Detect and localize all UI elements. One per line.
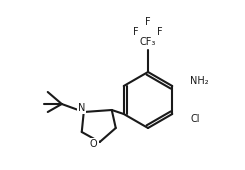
Text: O: O xyxy=(90,139,98,149)
Text: N: N xyxy=(78,103,86,113)
Text: Cl: Cl xyxy=(190,114,200,124)
Text: F: F xyxy=(157,27,163,37)
Text: F: F xyxy=(145,17,151,27)
Text: NH₂: NH₂ xyxy=(190,76,209,86)
Text: CF₃: CF₃ xyxy=(140,37,156,47)
Text: F: F xyxy=(133,27,139,37)
